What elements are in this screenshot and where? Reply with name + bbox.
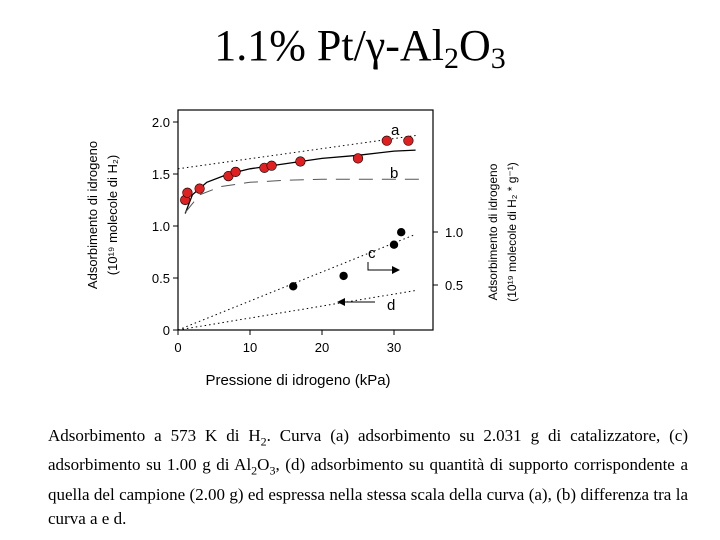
curve-b bbox=[184, 178, 423, 213]
curve-label-c: c bbox=[368, 245, 376, 262]
curve-d-line bbox=[177, 290, 416, 331]
point-series-a bbox=[403, 135, 414, 146]
point-series-a bbox=[182, 187, 193, 198]
curve-c-line bbox=[177, 233, 416, 331]
y-tick-label-left: 2.0 bbox=[152, 115, 170, 130]
x-tick-label: 30 bbox=[387, 340, 401, 355]
y-axis-left-label: Adsorbimento di idrogeno (10¹⁹ molecole … bbox=[85, 141, 120, 289]
point-series-c bbox=[389, 240, 399, 249]
y-axis-right-label-line1: Adsorbimento di idrogeno bbox=[486, 163, 500, 300]
page-title: 1.1% Pt/γ-Al2O3 bbox=[214, 21, 506, 75]
x-tick-label: 20 bbox=[315, 340, 329, 355]
point-series-a bbox=[266, 160, 277, 171]
chart-ticks: 0 0.5 1.0 1.5 2.0 0 10 20 30 0.5 1.0 bbox=[152, 115, 463, 355]
point-series-c bbox=[289, 282, 298, 291]
y-axis-left-label-line1: Adsorbimento di idrogeno bbox=[85, 141, 100, 289]
y-tick-label-left: 0 bbox=[163, 323, 170, 338]
point-series-a bbox=[230, 166, 241, 177]
y-tick-label-right: 1.0 bbox=[445, 225, 463, 240]
point-series-a bbox=[295, 156, 306, 167]
figure-caption: Adsorbimento a 573 K di H2. Curva (a) ad… bbox=[48, 426, 689, 528]
y-tick-label-right: 0.5 bbox=[445, 278, 463, 293]
plot-frame bbox=[177, 109, 434, 331]
chart: 0 0.5 1.0 1.5 2.0 0 10 20 30 0.5 1.0 Pressione di … bbox=[85, 109, 519, 389]
x-axis-label: Pressione di idrogeno (kPa) bbox=[205, 372, 390, 389]
y-tick-label-left: 1.5 bbox=[152, 167, 170, 182]
arrow-c-right-axis bbox=[367, 262, 392, 271]
x-tick-label: 0 bbox=[174, 340, 181, 355]
curve-label-a: a bbox=[391, 122, 400, 139]
curve-label-d: d bbox=[387, 297, 395, 314]
y-axis-right-label-line2: (10¹⁹ molecole di H₂ * g⁻¹) bbox=[505, 162, 519, 302]
curve-label-b: b bbox=[390, 165, 398, 182]
point-series-a bbox=[352, 153, 364, 164]
arrow-c-head bbox=[392, 266, 400, 274]
point-series-c bbox=[339, 271, 348, 281]
chart-points bbox=[180, 135, 414, 291]
y-axis-left-label-line2: (10¹⁹ molecole di H₂) bbox=[105, 155, 120, 275]
y-tick-label-left: 1.0 bbox=[152, 219, 170, 234]
point-series-a bbox=[194, 183, 205, 194]
point-series-a bbox=[381, 135, 392, 146]
y-tick-label-left: 0.5 bbox=[152, 271, 170, 286]
x-tick-label: 10 bbox=[243, 340, 257, 355]
point-series-c bbox=[397, 228, 406, 237]
arrow-d-head bbox=[337, 298, 345, 306]
y-axis-right-label: Adsorbimento di idrogeno (10¹⁹ molecole … bbox=[486, 162, 519, 302]
